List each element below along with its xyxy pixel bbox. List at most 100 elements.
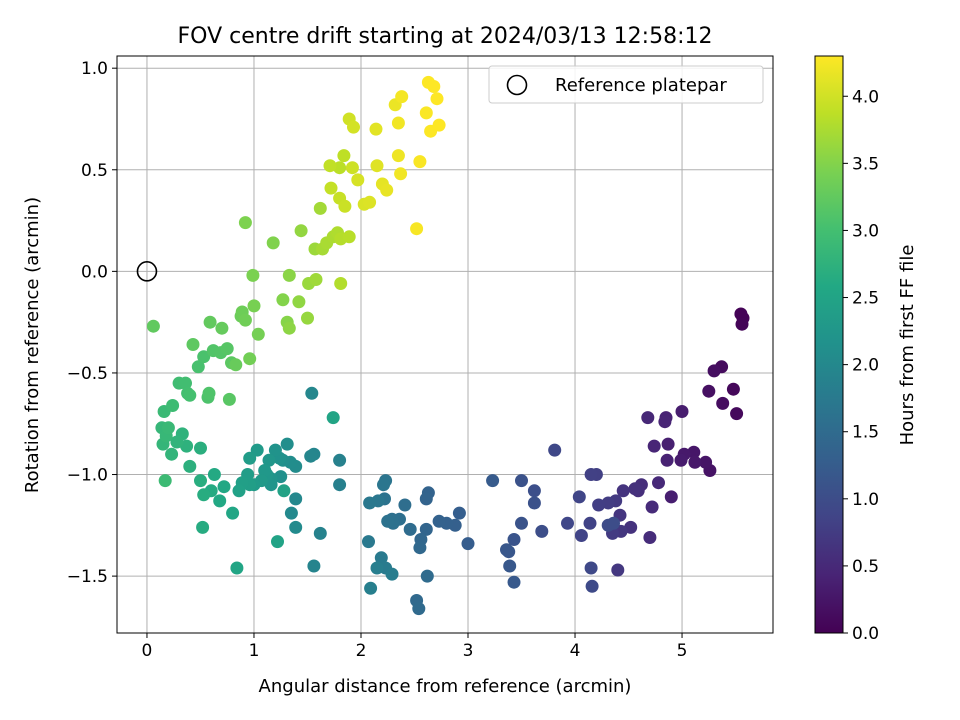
data-point [652, 476, 665, 490]
y-axis-label: Rotation from reference (arcmin) [22, 197, 43, 493]
data-point [282, 268, 296, 282]
data-point [391, 149, 405, 163]
data-point [664, 490, 678, 504]
data-point [289, 520, 303, 534]
colorbar-tick-label: 3.5 [852, 154, 879, 174]
data-point [419, 522, 433, 536]
data-point [243, 352, 257, 366]
data-point [232, 484, 246, 498]
data-point [196, 520, 210, 534]
data-point [702, 384, 716, 398]
data-point [268, 443, 282, 457]
data-point [280, 437, 294, 451]
data-point [641, 411, 655, 425]
data-point [220, 342, 234, 356]
data-point [675, 405, 689, 418]
data-point [527, 484, 541, 498]
data-point [716, 396, 730, 410]
data-point [628, 482, 642, 496]
data-point [707, 364, 721, 378]
data-point [180, 439, 194, 453]
data-point [419, 106, 433, 120]
data-point [548, 443, 562, 457]
colorbar-gradient [814, 55, 844, 634]
data-point [229, 358, 243, 372]
y-tick-label: 0.5 [81, 161, 108, 181]
y-tick-label: −0.5 [67, 364, 108, 384]
data-point [213, 494, 227, 508]
data-point [251, 327, 265, 341]
data-point [398, 498, 412, 512]
data-point [585, 579, 599, 593]
data-point [726, 382, 740, 396]
data-point [419, 492, 433, 506]
data-point [262, 453, 276, 467]
data-point [461, 537, 475, 551]
data-point [294, 224, 308, 238]
data-point [369, 122, 383, 136]
colorbar-tick-label: 0.5 [852, 557, 879, 577]
x-tick-label: 1 [249, 641, 260, 661]
data-point [660, 453, 674, 467]
colorbar-tick-label: 1.0 [852, 490, 879, 510]
data-point [194, 441, 207, 455]
data-point [515, 474, 528, 488]
data-point [258, 464, 272, 477]
data-point [616, 484, 630, 498]
data-point [427, 80, 441, 93]
data-point [323, 159, 337, 173]
data-point [207, 468, 221, 481]
data-point [277, 484, 291, 498]
data-point [347, 120, 360, 134]
legend-marker [506, 74, 528, 96]
colorbar-label: Hours from first FF file [897, 245, 918, 446]
colorbar-tick-label: 3.0 [852, 221, 879, 241]
grid [117, 56, 773, 633]
data-point [432, 118, 446, 132]
colorbar-tick-label: 2.0 [852, 356, 879, 376]
data-point [203, 315, 217, 329]
data-point [452, 506, 466, 520]
legend-box [488, 65, 764, 104]
colorbar-tick-label: 0.0 [852, 624, 879, 644]
data-point [166, 399, 180, 412]
scatter-points [146, 75, 750, 616]
x-axis-label: Angular distance from reference (arcmin) [259, 676, 632, 697]
data-point [238, 313, 252, 327]
data-point [313, 526, 327, 540]
data-point [611, 563, 625, 577]
colorbar-tick-label: 4.0 [852, 87, 879, 107]
data-point [362, 535, 375, 549]
data-point [432, 514, 446, 528]
y-tick-label: −1.0 [67, 466, 108, 486]
data-point [334, 277, 348, 290]
data-point [345, 161, 359, 175]
data-point [643, 531, 657, 544]
data-point [266, 236, 280, 250]
data-point [226, 506, 240, 520]
data-point [271, 535, 284, 549]
data-point [289, 492, 303, 506]
data-point [647, 439, 661, 453]
data-point [674, 453, 688, 467]
y-tick-label: −1.5 [67, 567, 108, 587]
data-point [158, 474, 172, 488]
data-point [584, 561, 598, 575]
data-point [324, 181, 338, 195]
data-point [305, 386, 319, 400]
data-point [179, 376, 192, 390]
data-point [370, 159, 384, 173]
x-tick-label: 5 [677, 641, 688, 661]
data-point [527, 496, 541, 510]
data-point [430, 92, 444, 106]
colorbar: 0.0 0.5 1.0 1.5 2.0 2.5 3.0 3.5 4.0 Hours from f… [814, 55, 918, 644]
data-point [197, 488, 211, 502]
legend: Reference platepar [488, 65, 764, 104]
data-point [246, 268, 260, 282]
data-point [363, 195, 377, 209]
data-point [385, 567, 399, 581]
data-point [333, 478, 347, 492]
data-point [420, 569, 434, 583]
x-axis: 0 1 2 3 4 5 [142, 633, 688, 661]
